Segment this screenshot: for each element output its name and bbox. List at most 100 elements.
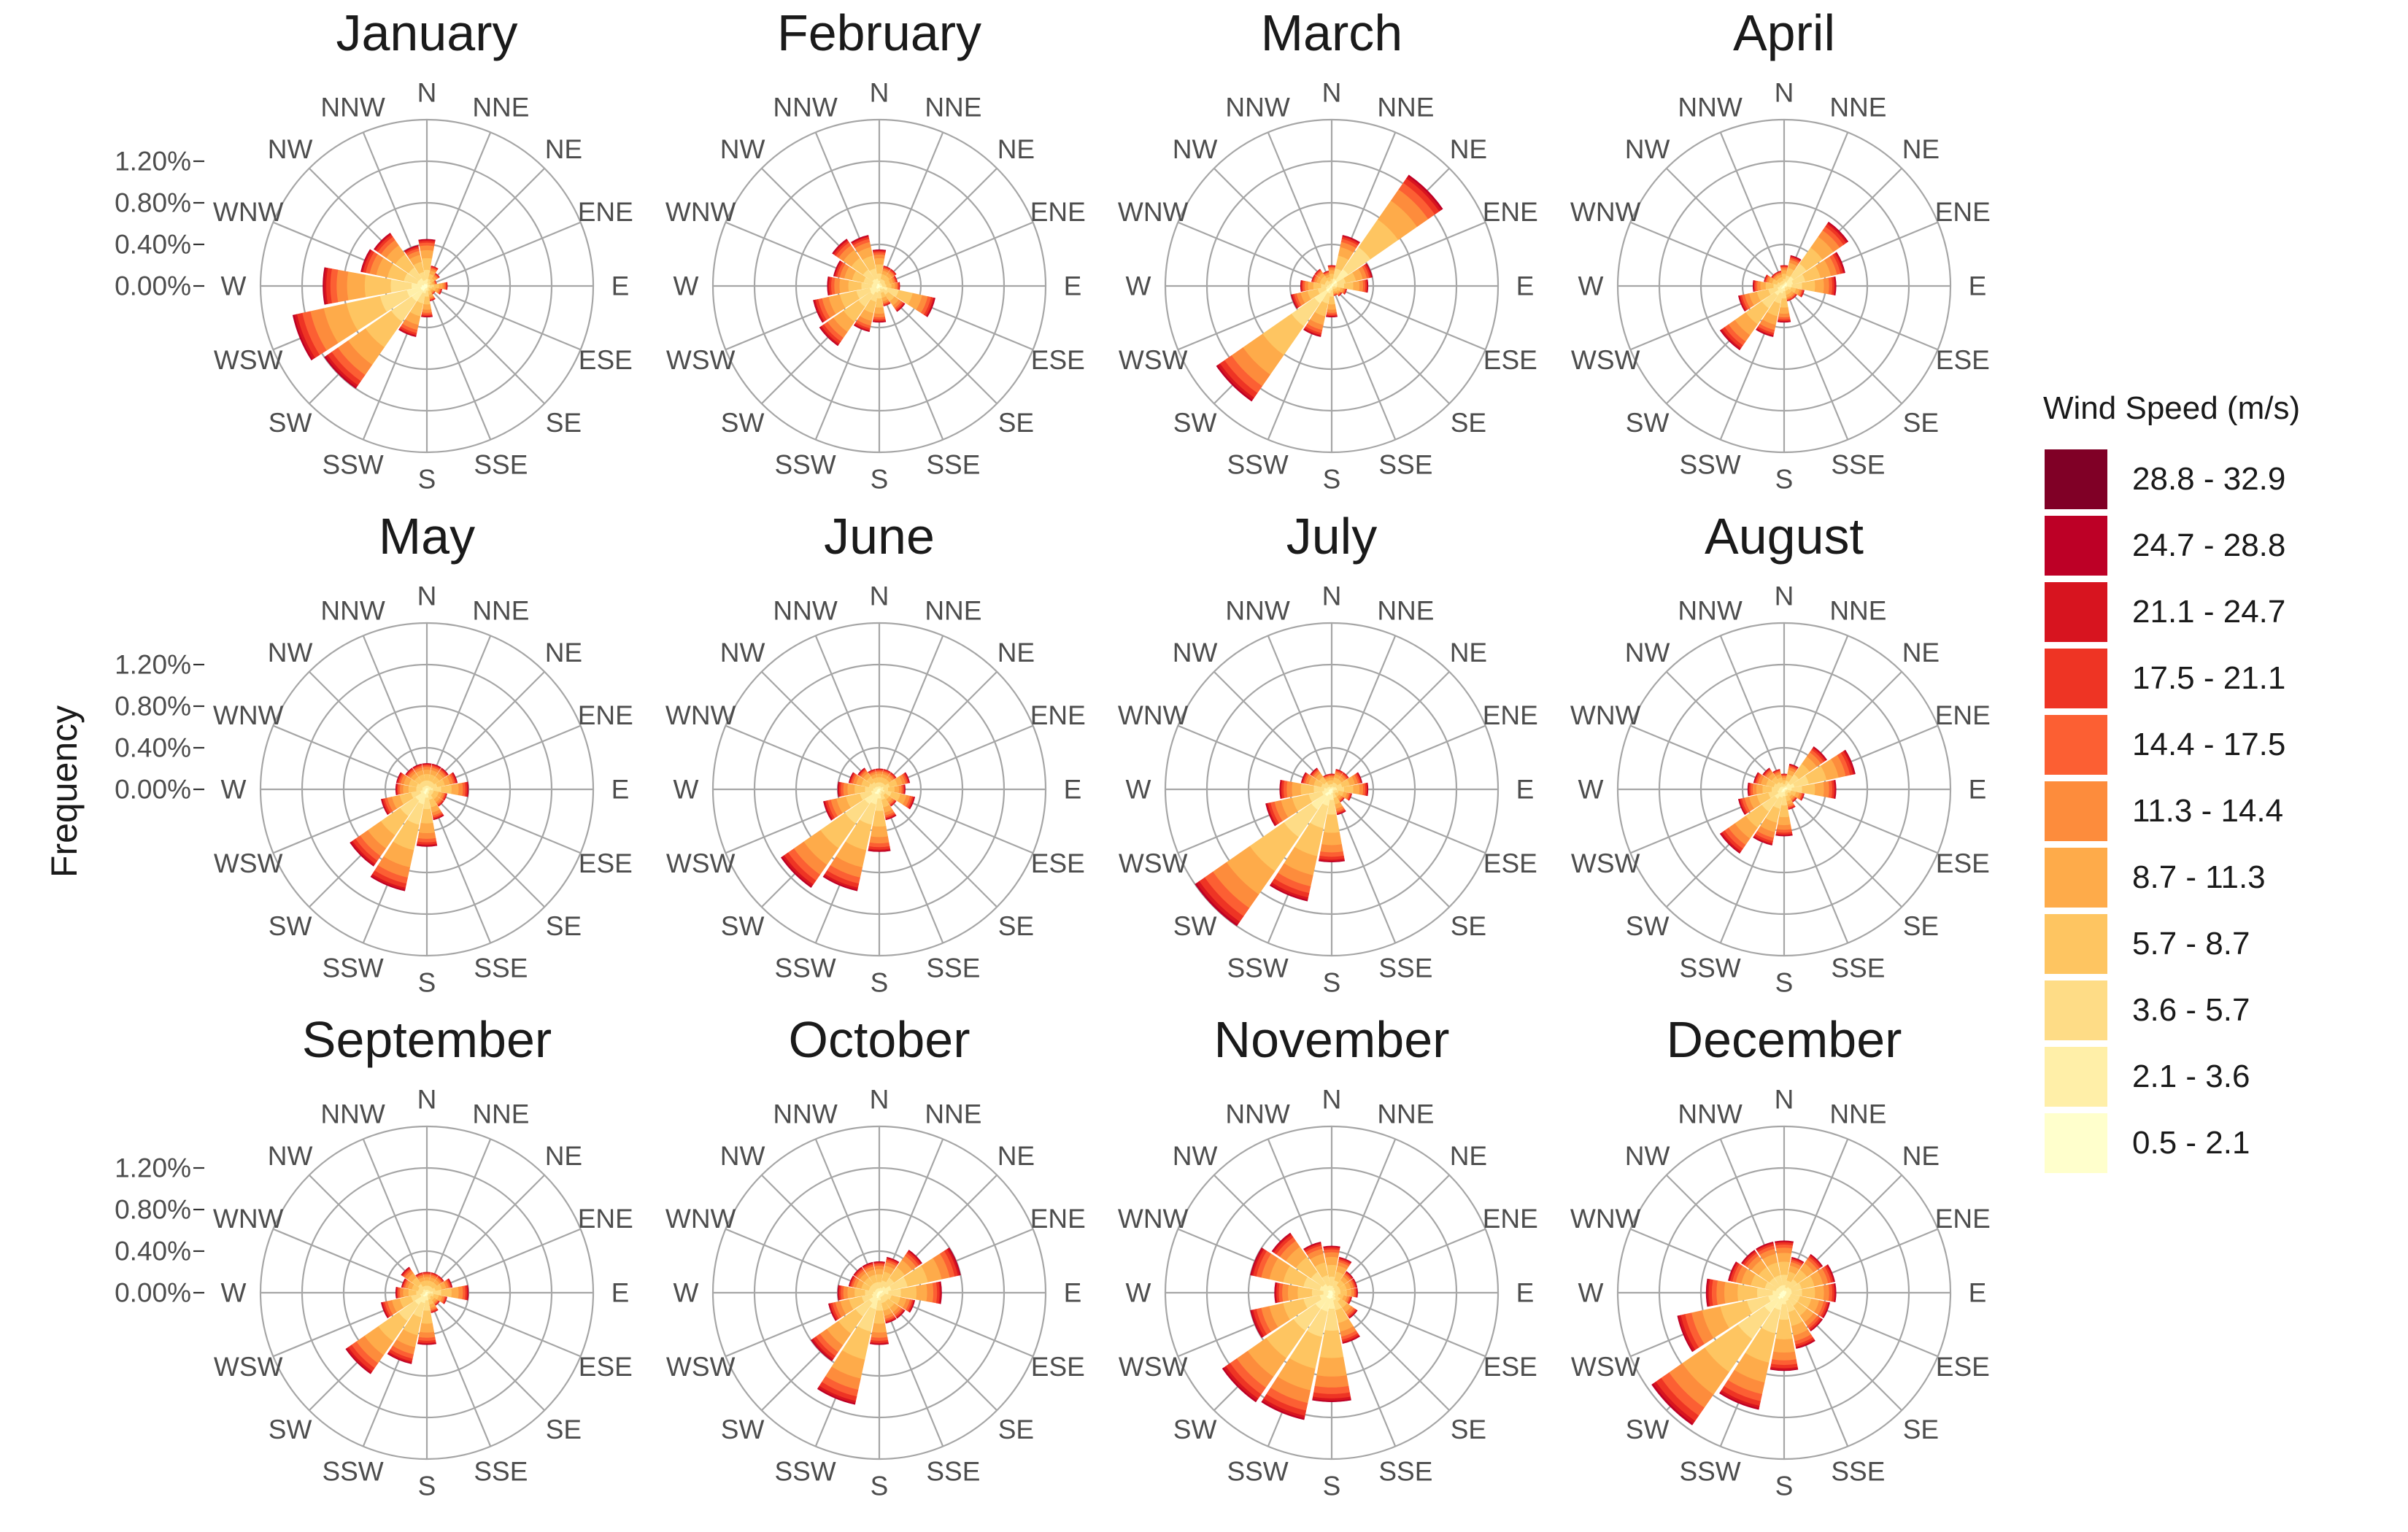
wedge-w-bin-4 <box>846 783 855 796</box>
direction-label-n: N <box>1322 581 1342 611</box>
grid-spoke <box>426 285 582 351</box>
legend-item: 28.8 - 32.9 <box>2043 446 2300 512</box>
wedge-e-bin-3 <box>887 786 895 793</box>
direction-label-se: SE <box>1903 408 1939 438</box>
wedge-s-bin-5 <box>869 836 890 844</box>
direction-label-ese: ESE <box>579 848 633 878</box>
wedge-wnw-bin-9 <box>1728 1261 1737 1281</box>
wedge-s-bin-3 <box>875 298 884 309</box>
wedge-nne-bin-9 <box>887 1256 900 1263</box>
direction-label-w: W <box>221 775 247 805</box>
wedge-se-bin-9 <box>896 1309 906 1319</box>
direction-label-wnw: WNW <box>213 197 284 227</box>
direction-label-sse: SSE <box>1831 953 1885 983</box>
wedge-w-bin-3 <box>364 274 392 298</box>
direction-label-ne: NE <box>997 134 1035 164</box>
rose-panel-february: February N NNE NE ENE E ESE SE SSE S SSW SW WSW W WNW N… <box>665 4 1086 495</box>
wedge-w-bin-3 <box>1297 1286 1313 1299</box>
direction-label-ene: ENE <box>1030 700 1086 730</box>
wedge-nw-bin-9 <box>857 767 865 775</box>
direction-label-nnw: NNW <box>1225 1099 1289 1129</box>
wedge-ese-bin-9 <box>909 1300 916 1313</box>
direction-label-wsw: WSW <box>666 1352 736 1382</box>
direction-label-wsw: WSW <box>1119 1352 1188 1382</box>
wedge-se-bin-8 <box>1338 293 1343 297</box>
wedge-w-bin-9 <box>323 267 326 305</box>
wedge-n-bin-4 <box>423 1276 431 1281</box>
direction-label-ssw: SSW <box>322 1456 383 1486</box>
direction-label-n: N <box>870 78 890 108</box>
direction-label-se: SE <box>1451 1415 1486 1444</box>
direction-label-nw: NW <box>720 1141 765 1171</box>
wedge-s-bin-9 <box>1775 835 1793 837</box>
wedge-s-bin-6 <box>1319 851 1344 858</box>
wedge-n-bin-3 <box>876 1274 883 1283</box>
direction-label-nne: NNE <box>1829 596 1886 626</box>
direction-label-ene: ENE <box>578 700 633 730</box>
direction-label-ene: ENE <box>1483 1204 1538 1234</box>
direction-label-ene: ENE <box>1030 197 1086 227</box>
wedge-e-bin-4 <box>1353 280 1360 292</box>
direction-label-wsw: WSW <box>214 848 283 878</box>
wedge-nw-bin-9 <box>1741 1250 1756 1264</box>
direction-label-ne: NE <box>1902 1141 1940 1171</box>
direction-label-ese: ESE <box>1031 345 1085 375</box>
wedge-s-bin-5 <box>1776 824 1792 831</box>
legend-label: 24.7 - 28.8 <box>2132 527 2286 563</box>
direction-label-wnw: WNW <box>1118 197 1189 227</box>
wedge-ssw-bin-9 <box>387 1353 412 1364</box>
grid-spoke <box>426 168 545 287</box>
direction-label-ssw: SSW <box>1227 953 1288 983</box>
wedge-e-bin-9 <box>904 784 906 794</box>
legend-swatch <box>2043 447 2109 511</box>
wedge-e-bin-3 <box>1802 280 1816 292</box>
direction-label-sse: SSE <box>1831 449 1885 479</box>
direction-label-nne: NNE <box>472 1099 529 1129</box>
direction-label-n: N <box>417 581 437 611</box>
wedge-nnw-bin-9 <box>1303 1242 1321 1250</box>
grid-spoke <box>425 131 492 287</box>
wedge-sse-bin-9 <box>433 815 444 821</box>
radial-tick-label: 0.00% <box>115 271 191 301</box>
wedge-s-bin-9 <box>1318 859 1346 862</box>
direction-label-sse: SSE <box>474 953 528 983</box>
direction-label-nnw: NNW <box>320 1099 385 1129</box>
wedge-ese-bin-9 <box>909 797 916 810</box>
wedge-n-bin-9 <box>1323 1245 1340 1247</box>
direction-label-e: E <box>1516 1278 1535 1308</box>
wedge-ene-bin-9 <box>1844 749 1856 775</box>
wedge-wsw-bin-9 <box>380 1302 388 1319</box>
wedge-n-bin-9 <box>422 763 432 765</box>
wedge-sw-bin-9 <box>324 356 357 389</box>
wedge-n-bin-5 <box>873 254 886 259</box>
radial-tick-label: 1.20% <box>115 650 191 680</box>
radial-tick-label: 0.80% <box>115 188 191 218</box>
legend-item: 5.7 - 8.7 <box>2043 910 2300 977</box>
legend-label: 21.1 - 24.7 <box>2132 593 2286 630</box>
wedge-ese-bin-8 <box>1800 290 1805 298</box>
direction-label-sse: SSE <box>1378 449 1432 479</box>
wedge-wsw-bin-9 <box>813 300 824 323</box>
grid-spoke <box>1783 788 1939 854</box>
wedge-sse-bin-8 <box>883 302 891 306</box>
panel-title: August <box>1705 508 1864 565</box>
direction-label-nne: NNE <box>1829 1099 1886 1129</box>
wedge-n-bin-4 <box>1776 1252 1792 1263</box>
panel-title: April <box>1733 4 1835 61</box>
grid-spoke <box>1267 635 1333 790</box>
wedge-nne-bin-9 <box>1790 255 1802 260</box>
wedge-w-bin-5 <box>1286 781 1293 798</box>
wedge-se-bin-8 <box>435 1301 440 1306</box>
direction-label-s: S <box>871 465 889 495</box>
wedge-w-bin-4 <box>838 278 849 294</box>
wedge-wnw-bin-9 <box>395 772 401 784</box>
wedge-e-bin-3 <box>900 1285 917 1300</box>
grid-spoke <box>1330 635 1397 790</box>
wedge-s-bin-4 <box>1327 303 1337 311</box>
rose-panel-october: October N NNE NE ENE E ESE SE SSE S SSW SW WSW W WNW NW… <box>665 1011 1086 1501</box>
wedge-wnw-bin-9 <box>848 1275 854 1287</box>
grid-spoke <box>761 671 880 790</box>
wedge-e-bin-4 <box>439 282 444 290</box>
wedge-w-bin-5 <box>336 269 349 303</box>
